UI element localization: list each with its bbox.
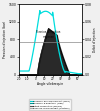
Y-axis label: Pression d'injection (bar): Pression d'injection (bar) — [3, 21, 7, 58]
Text: Pression d'injection
moyenne: Pression d'injection moyenne — [36, 30, 60, 39]
X-axis label: Angle vilebrequin: Angle vilebrequin — [37, 82, 64, 86]
Y-axis label: Débit d'injection: Débit d'injection — [93, 27, 97, 52]
Legend: Pression de refoulement (MPa), Pression d'injection (MPa), Débit d'injection (kg: Pression de refoulement (MPa), Pression … — [29, 99, 71, 110]
